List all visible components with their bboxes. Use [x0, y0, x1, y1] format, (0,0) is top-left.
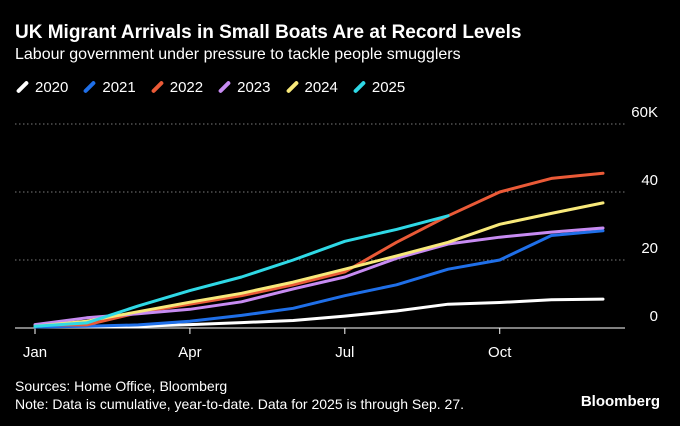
series-line-2021	[33, 229, 605, 329]
legend-label: 2022	[169, 78, 204, 96]
legend-item-2023: 2023	[217, 78, 271, 96]
legend-label: 2020	[35, 78, 69, 96]
x-tick-label: Jan	[23, 344, 47, 361]
legend-label: 2023	[237, 78, 271, 96]
series-line-2025	[33, 214, 450, 328]
legend-item-2021: 2021	[82, 78, 136, 96]
legend-item-2024: 2024	[285, 79, 338, 96]
chart-subtitle: Labour government under pressure to tack…	[15, 46, 461, 63]
legend-item-2020: 2020	[15, 79, 68, 96]
legend-item-2022: 2022	[150, 79, 203, 96]
chart-title: UK Migrant Arrivals in Small Boats Are a…	[15, 22, 522, 43]
bloomberg-logo: Bloomberg	[580, 393, 660, 410]
legend-label: 2024	[304, 78, 338, 96]
legend-item-2025: 2025	[352, 79, 405, 96]
y-tick-label: 0	[650, 308, 658, 325]
legend-label: 2021	[102, 78, 136, 96]
chart-legend: 2020 2021 2022 2023 2024 2025	[15, 78, 419, 96]
x-tick-label: Apr	[178, 344, 201, 361]
data-note: Note: Data is cumulative, year-to-date. …	[15, 396, 465, 412]
y-tick-label: 60K	[631, 104, 658, 121]
legend-label: 2025	[371, 78, 406, 96]
y-tick-label: 40	[641, 172, 658, 189]
y-tick-label: 20	[641, 240, 658, 257]
sources-note: Sources: Home Office, Bloomberg	[15, 378, 228, 394]
x-tick-label: Oct	[488, 344, 512, 361]
series-line-2024	[33, 201, 605, 328]
x-tick-label: Jul	[335, 344, 354, 361]
